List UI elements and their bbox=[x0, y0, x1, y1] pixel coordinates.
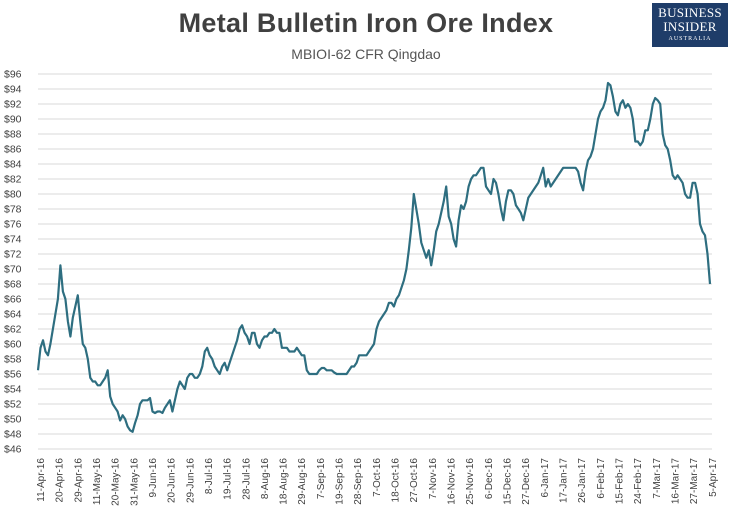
x-tick-label: 20-Jun-16 bbox=[167, 458, 178, 503]
x-tick-label: 15-Feb-17 bbox=[614, 458, 625, 505]
x-tick-label: 20-May-16 bbox=[111, 458, 122, 506]
y-tick-label: $90 bbox=[4, 114, 22, 126]
x-tick-label: 5-Apr-17 bbox=[708, 458, 719, 497]
y-tick-label: $92 bbox=[4, 99, 22, 111]
x-tick-label: 15-Dec-16 bbox=[503, 458, 514, 505]
x-tick-label: 7-Sep-16 bbox=[316, 458, 327, 500]
x-tick-label: 11-Apr-16 bbox=[36, 458, 47, 502]
y-tick-label: $54 bbox=[4, 384, 22, 396]
gridlines bbox=[38, 73, 712, 450]
series-layer bbox=[36, 81, 712, 433]
logo-line-3: AUSTRALIA bbox=[668, 36, 712, 42]
y-tick-label: $64 bbox=[4, 309, 22, 321]
x-tick-label: 29-Aug-16 bbox=[297, 458, 308, 505]
iron-ore-price-line bbox=[36, 81, 712, 433]
y-tick-label: $76 bbox=[4, 219, 22, 231]
y-tick-label: $46 bbox=[4, 444, 22, 456]
x-tick-label: 19-Jul-16 bbox=[223, 458, 234, 500]
x-tick-label: 25-Nov-16 bbox=[465, 458, 476, 505]
x-tick-label: 24-Feb-17 bbox=[633, 458, 644, 505]
y-tick-label: $72 bbox=[4, 249, 22, 261]
x-tick-label: 29-Apr-16 bbox=[73, 458, 84, 503]
y-tick-label: $60 bbox=[4, 339, 22, 351]
x-tick-label: 6-Feb-17 bbox=[596, 458, 607, 499]
y-tick-label: $70 bbox=[4, 264, 22, 276]
x-tick-label: 20-Apr-16 bbox=[55, 458, 66, 503]
x-tick-label: 19-Sep-16 bbox=[335, 458, 346, 505]
y-tick-label: $74 bbox=[4, 234, 22, 246]
x-tick-label: 8-Jul-16 bbox=[204, 458, 215, 495]
x-tick-label: 17-Jan-17 bbox=[558, 458, 569, 503]
y-tick-label: $58 bbox=[4, 354, 22, 366]
y-tick-label: $96 bbox=[4, 69, 22, 81]
x-tick-label: 27-Dec-16 bbox=[521, 458, 532, 505]
x-tick-label: 26-Jan-17 bbox=[577, 458, 588, 503]
x-tick-label: 9-Jun-16 bbox=[148, 458, 159, 498]
y-tick-label: $94 bbox=[4, 84, 22, 96]
y-tick-label: $62 bbox=[4, 324, 22, 336]
x-tick-label: 18-Oct-16 bbox=[391, 458, 402, 503]
x-axis-ticks: 11-Apr-16 20-Apr-16 29-Apr-16 11-May-16 20-M… bbox=[36, 458, 719, 506]
x-tick-label: 28-Jul-16 bbox=[241, 458, 252, 500]
x-tick-label: 27-Oct-16 bbox=[409, 458, 420, 503]
y-tick-label: $68 bbox=[4, 279, 22, 291]
y-tick-label: $88 bbox=[4, 129, 22, 141]
logo-line-2: INSIDER bbox=[663, 19, 717, 34]
y-tick-label: $52 bbox=[4, 399, 22, 411]
x-tick-label: 6-Jan-17 bbox=[540, 458, 551, 498]
logo-line-1: BUSINESS bbox=[658, 5, 722, 20]
x-tick-label: 6-Dec-16 bbox=[484, 458, 495, 500]
x-tick-label: 16-Nov-16 bbox=[447, 458, 458, 505]
x-tick-label: 7-Oct-16 bbox=[372, 458, 383, 497]
x-tick-label: 8-Aug-16 bbox=[260, 458, 271, 500]
y-tick-label: $66 bbox=[4, 294, 22, 306]
business-insider-logo: BUSINESS INSIDER AUSTRALIA bbox=[652, 3, 728, 47]
x-tick-label: 16-Mar-17 bbox=[670, 458, 681, 505]
x-tick-label: 7-Mar-17 bbox=[652, 458, 663, 499]
y-tick-label: $82 bbox=[4, 174, 22, 186]
y-tick-label: $84 bbox=[4, 159, 22, 171]
x-tick-label: 11-May-16 bbox=[92, 458, 103, 505]
y-tick-label: $86 bbox=[4, 144, 22, 156]
x-tick-label: 27-Mar-17 bbox=[689, 458, 700, 505]
y-tick-label: $56 bbox=[4, 369, 22, 381]
chart-subtitle: MBIOI-62 CFR Qingdao bbox=[291, 46, 441, 62]
y-tick-label: $50 bbox=[4, 414, 22, 426]
y-tick-label: $48 bbox=[4, 429, 22, 441]
x-tick-label: 7-Nov-16 bbox=[428, 458, 439, 500]
chart-title: Metal Bulletin Iron Ore Index bbox=[178, 8, 554, 38]
x-tick-label: 28-Sep-16 bbox=[353, 458, 364, 505]
y-tick-label: $80 bbox=[4, 189, 22, 201]
y-tick-label: $78 bbox=[4, 204, 22, 216]
x-tick-label: 29-Jun-16 bbox=[185, 458, 196, 503]
x-tick-label: 31-May-16 bbox=[129, 458, 140, 506]
x-tick-label: 18-Aug-16 bbox=[279, 458, 290, 505]
y-axis-ticks: $46 $48 $50 $52 $54 $56 $58 $60 $62 $64 $66 $68 $70 $… bbox=[4, 69, 22, 456]
